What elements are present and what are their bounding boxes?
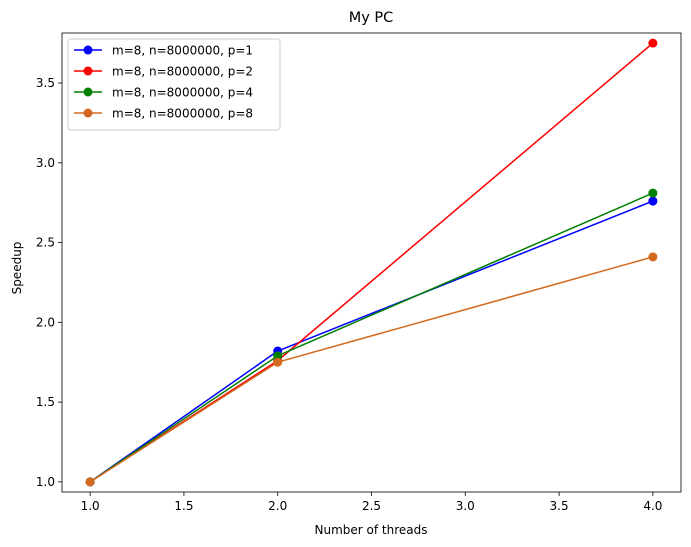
y-axis-label: Speedup: [10, 242, 24, 295]
y-tick-label: 2.5: [36, 236, 55, 250]
legend-label: m=8, n=8000000, p=2: [112, 65, 253, 79]
y-tick-label: 2.0: [36, 315, 55, 329]
legend-marker: [83, 66, 93, 76]
x-tick-label: 3.0: [456, 499, 475, 513]
chart-title: My PC: [349, 10, 394, 26]
data-point-s3-x2: [273, 351, 283, 361]
data-point-s4-x1: [85, 477, 95, 487]
legend-box: [67, 38, 281, 131]
legend-item-1: m=8, n=8000000, p=1: [74, 44, 253, 58]
legend-item-2: m=8, n=8000000, p=2: [74, 65, 253, 79]
x-tick-label: 1.5: [174, 499, 193, 513]
legend-marker: [83, 87, 93, 97]
data-point-s3-x4: [648, 188, 658, 198]
x-axis-label: Number of threads: [315, 523, 428, 537]
legend: m=8, n=8000000, p=1 m=8, n=8000000, p=2 m=…: [67, 38, 281, 131]
x-tick-label: 1.0: [81, 499, 100, 513]
y-tick-label: 3.5: [36, 76, 55, 90]
x-tick-label: 4.0: [643, 499, 662, 513]
y-tick-label: 3.0: [36, 156, 55, 170]
plot-area: [85, 38, 658, 487]
y-tick-label: 1.5: [36, 395, 55, 409]
legend-label: m=8, n=8000000, p=8: [112, 107, 253, 121]
legend-item-4: m=8, n=8000000, p=8: [74, 107, 253, 121]
legend-label: m=8, n=8000000, p=4: [112, 86, 253, 100]
x-tick-label: 2.5: [362, 499, 381, 513]
x-tick-label: 2.0: [268, 499, 287, 513]
legend-marker: [83, 108, 93, 118]
axes: 1.0 1.5 2.0 2.5 3.0 3.5 4.0 1.0 1.5 2.0 2.5 3.0 3.5: [36, 32, 682, 513]
data-point-s4-x2: [273, 357, 283, 367]
x-tick-label: 3.5: [550, 499, 569, 513]
data-point-s4-x4: [648, 252, 658, 262]
legend-marker: [83, 45, 93, 55]
legend-item-3: m=8, n=8000000, p=4: [74, 86, 253, 100]
legend-label: m=8, n=8000000, p=1: [112, 44, 253, 58]
data-point-s1-x4: [648, 196, 658, 206]
data-point-s2-x4: [648, 38, 658, 48]
series-4: [85, 252, 658, 487]
y-tick-label: 1.0: [36, 475, 55, 489]
